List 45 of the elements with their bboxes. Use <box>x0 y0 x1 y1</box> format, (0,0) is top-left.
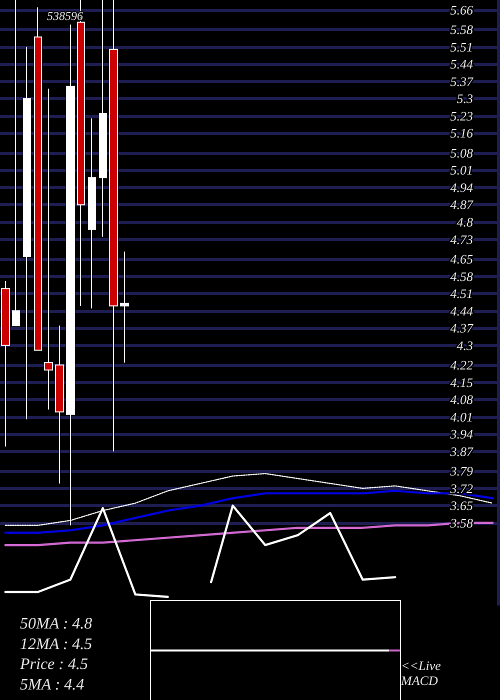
text: <<Live MACD <box>400 658 444 688</box>
candlestick <box>44 88 53 410</box>
y-tick-label: 4.8 <box>456 214 474 230</box>
y-tick-label: 3.87 <box>449 444 474 459</box>
candlestick <box>12 0 20 326</box>
y-tick-label: 4.15 <box>450 374 474 390</box>
y-tick-label: 4.3 <box>456 338 474 353</box>
y-tick-label: 4.01 <box>450 409 473 424</box>
y-tick-label: 4.65 <box>450 251 474 266</box>
candlestick <box>99 0 107 238</box>
y-tick-label: 5.44 <box>450 56 474 72</box>
y-tick-label: 5.08 <box>450 145 474 160</box>
candlestick <box>34 6 42 351</box>
candlestick <box>120 251 129 364</box>
y-tick-label: 4.51 <box>450 286 473 302</box>
text: 5MA : 4.4 <box>20 676 84 694</box>
y-tick-label: 4.58 <box>450 268 474 284</box>
candlestick <box>1 280 10 447</box>
y-tick-label: 5.23 <box>450 108 474 124</box>
line-series <box>210 504 396 584</box>
text: 50MA : 4.8 <box>20 616 92 632</box>
y-tick-label: 3.72 <box>449 480 474 496</box>
y-tick-label: 4.87 <box>450 197 474 212</box>
y-tick-label: 4.44 <box>450 303 474 318</box>
text: Price : 4.5 <box>19 656 88 674</box>
y-tick-label: 5.37 <box>450 74 474 89</box>
y-tick-label: 4.08 <box>450 392 474 408</box>
y-tick-label: 5.16 <box>450 126 474 141</box>
candlestick <box>109 0 118 452</box>
y-tick-label: 4.94 <box>450 180 474 195</box>
y-tick-label: 5.3 <box>456 91 474 106</box>
y-tick-label: 4.22 <box>450 358 474 373</box>
y-tick-label: 4.73 <box>450 232 474 247</box>
y-tick-label: 5.58 <box>450 22 474 38</box>
candlestick <box>55 325 64 484</box>
y-tick-label: 5.01 <box>450 162 473 178</box>
candlestick <box>88 118 96 309</box>
y-tick-label: 4.37 <box>450 320 474 336</box>
y-tick-label: 5.66 <box>450 2 474 18</box>
y-tick-label: 3.79 <box>449 464 474 479</box>
candlestick <box>23 46 31 420</box>
y-tick-label: 3.94 <box>449 426 474 442</box>
y-tick-label: 5.51 <box>450 39 473 54</box>
text: 12MA : 4.5 <box>20 636 92 653</box>
y-tick-label: 3.65 <box>449 498 474 514</box>
